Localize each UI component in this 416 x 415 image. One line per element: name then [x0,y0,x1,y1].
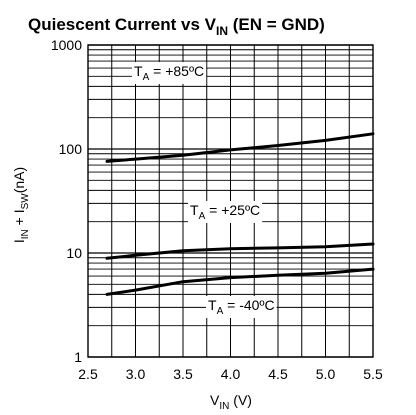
x-axis-label: VIN (V) [210,392,252,412]
x-tick-label: 5.5 [363,366,383,382]
series-line [105,242,375,260]
x-tick-label: 4.0 [221,366,241,382]
x-tick-label: 3.5 [173,366,193,382]
y-axis-label: IIN + ISW(nA) [11,167,31,243]
series-label-bg [206,296,277,318]
chart-title: Quiescent Current vs VIN (EN = GND) [28,15,325,38]
series-label: TA = +85ºC [134,63,204,83]
series-label-bg [132,62,207,84]
series-line [105,132,375,163]
y-tick-label: 1 [74,349,82,365]
tick-labels: 2.5 3.0 3.5 4.0 4.5 5.0 5.5 1 10 100 1000 [51,37,383,382]
series-label-bg [188,201,263,223]
x-tick-label: 2.5 [78,366,98,382]
y-tick-label: 100 [59,141,83,157]
x-tick-label: 4.5 [268,366,288,382]
x-tick-label: 3.0 [126,366,146,382]
series-lines [105,132,375,296]
y-tick-label: 10 [66,245,82,261]
series-label: TA = -40ºC [208,297,275,317]
series-label: TA = +25ºC [190,202,260,222]
y-tick-label: 1000 [51,37,82,53]
plot-frame [87,44,374,358]
series-annotations: TA = +85ºC TA = +25ºC TA = -40ºC [132,62,277,318]
x-tick-label: 5.0 [316,366,336,382]
series-line [105,267,375,296]
